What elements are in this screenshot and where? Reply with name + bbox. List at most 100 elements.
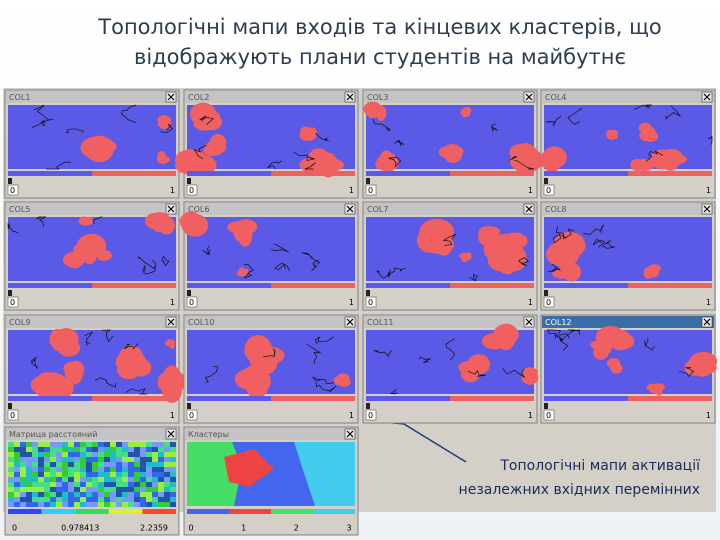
cluster-blob	[461, 108, 471, 118]
border-line	[7, 223, 19, 233]
border-line	[442, 233, 456, 246]
scale-label: 0	[188, 524, 193, 533]
distance-cell	[134, 502, 140, 507]
distance-cell	[38, 457, 44, 462]
cluster-blob	[366, 107, 380, 119]
distance-cell	[110, 472, 116, 477]
distance-cell	[14, 447, 20, 452]
distance-cell	[80, 462, 86, 467]
distance-cell	[80, 452, 86, 457]
distance-cell	[164, 487, 170, 492]
slider[interactable]	[187, 290, 191, 296]
border-line	[271, 243, 289, 253]
distance-cell	[56, 487, 62, 492]
distance-cell	[134, 497, 140, 502]
distance-cell	[32, 477, 38, 482]
scale-label: 0	[368, 298, 373, 307]
border-line	[445, 338, 456, 361]
distance-cell	[8, 502, 14, 507]
distance-cell	[80, 492, 86, 497]
distance-cell	[62, 487, 68, 492]
scale-label: 0	[368, 186, 373, 195]
close-icon	[167, 205, 175, 213]
color-bar-low	[8, 171, 92, 176]
title-bar	[6, 428, 178, 440]
slider[interactable]	[187, 403, 191, 409]
distance-cell	[146, 457, 152, 462]
scale-label: 0	[546, 298, 551, 307]
slider[interactable]	[366, 290, 370, 296]
slider[interactable]	[366, 403, 370, 409]
distance-cell	[128, 467, 134, 472]
color-bar	[229, 509, 271, 514]
distance-cell	[44, 452, 50, 457]
cluster-blob	[509, 147, 544, 173]
window-title: COL7	[367, 205, 388, 214]
cluster-blob	[158, 216, 175, 235]
scale-label: 1	[170, 186, 175, 195]
distance-cell	[98, 452, 104, 457]
slider[interactable]	[544, 178, 548, 184]
cluster-blob	[544, 157, 560, 173]
distance-cell	[32, 482, 38, 487]
window-title: Матрица расстояний	[9, 430, 97, 439]
distance-cell	[20, 462, 26, 467]
distance-cell	[92, 492, 98, 497]
distance-cell	[140, 442, 146, 447]
distance-cell	[146, 487, 152, 492]
distance-cell	[86, 477, 92, 482]
distance-cell	[164, 477, 170, 482]
border-line	[467, 370, 487, 377]
distance-cell	[44, 492, 50, 497]
distance-cell	[152, 477, 158, 482]
annotation: Топологічні мапи активації	[499, 458, 700, 474]
value-box	[186, 296, 198, 308]
slider[interactable]	[544, 403, 548, 409]
border-line	[388, 269, 391, 278]
slider[interactable]	[366, 178, 370, 184]
distance-cell	[92, 447, 98, 452]
slider[interactable]	[8, 178, 12, 184]
slider[interactable]	[8, 403, 12, 409]
border-line	[517, 257, 530, 267]
distance-cell	[86, 482, 92, 487]
distance-cell	[128, 482, 134, 487]
distance-cell	[20, 497, 26, 502]
cluster-blob	[57, 338, 81, 357]
distance-cell	[86, 462, 92, 467]
distance-cell	[26, 477, 32, 482]
color-bar-high	[628, 283, 712, 288]
close-icon	[525, 205, 533, 213]
distance-cell	[158, 492, 164, 497]
distance-cell	[164, 462, 170, 467]
distance-cell	[8, 457, 14, 462]
distance-cell	[104, 477, 110, 482]
value-box	[543, 296, 555, 308]
cluster-blob	[212, 136, 227, 147]
title-bar	[6, 316, 178, 328]
distance-cell	[170, 467, 176, 472]
value-box	[7, 296, 19, 308]
distance-cell	[80, 442, 86, 447]
color-bar	[142, 509, 176, 514]
slider[interactable]	[8, 290, 12, 296]
border-line	[545, 115, 562, 127]
distance-cell	[38, 482, 44, 487]
color-bar	[108, 509, 143, 514]
border-line	[123, 343, 139, 350]
slider[interactable]	[544, 290, 548, 296]
cluster-blob	[521, 371, 539, 385]
scale-label: 0	[189, 298, 194, 307]
border-line	[137, 256, 157, 270]
distance-cell	[38, 492, 44, 497]
distance-cell	[20, 467, 26, 472]
distance-cell	[86, 492, 92, 497]
distance-cell	[158, 472, 164, 477]
slider[interactable]	[187, 178, 191, 184]
window-title: COL9	[9, 318, 30, 327]
border-line	[592, 238, 606, 248]
distance-cell	[104, 472, 110, 477]
distance-cell	[68, 447, 74, 452]
distance-cell	[128, 487, 134, 492]
distance-cell	[116, 442, 122, 447]
